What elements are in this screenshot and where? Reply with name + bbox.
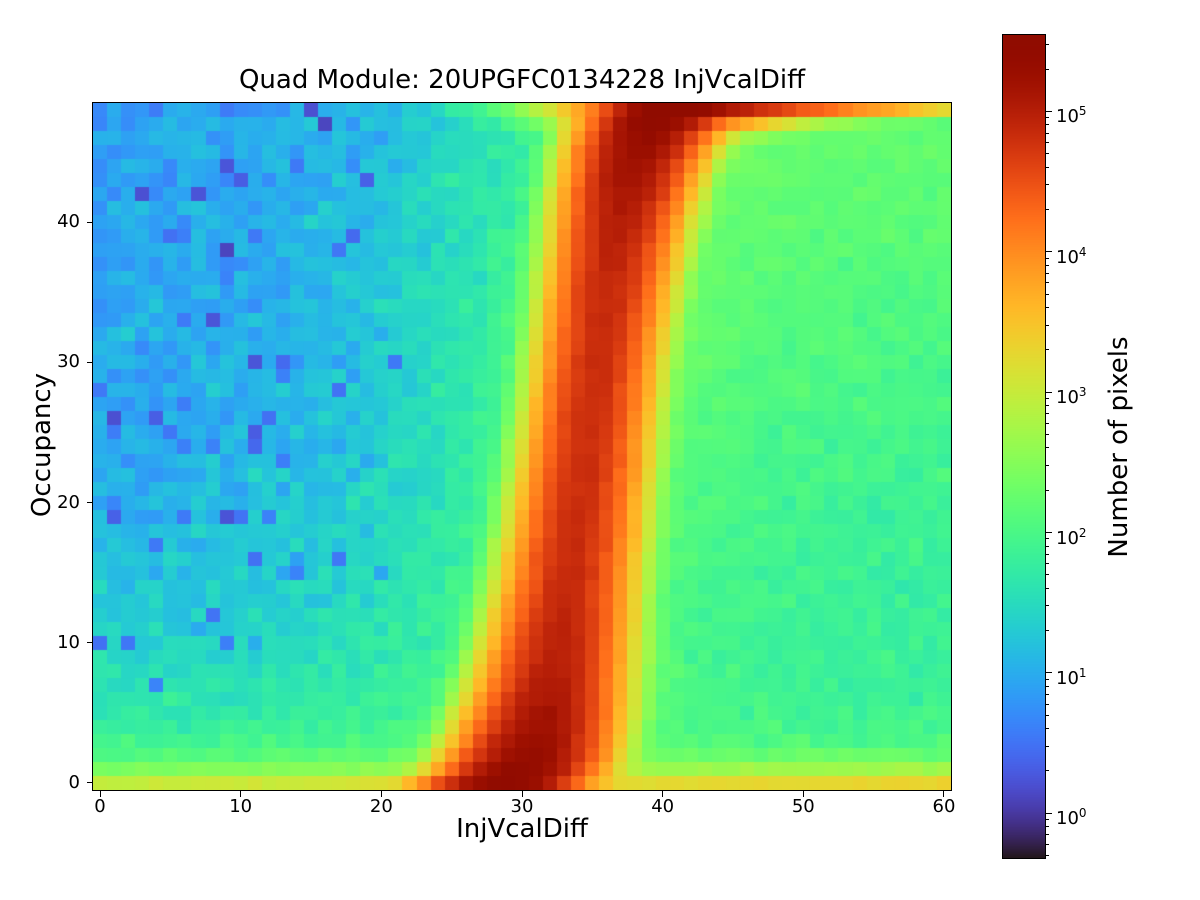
colorbar-minor-tick-mark [1046,574,1049,576]
colorbar-minor-tick-mark [1046,843,1049,845]
colorbar-minor-tick-mark [1046,257,1049,259]
colorbar-minor-tick-mark [1046,685,1049,687]
y-tick-label: 40 [57,211,80,233]
colorbar-minor-tick-mark [1046,117,1049,119]
colorbar-tick-mark [1046,110,1052,112]
colorbar-label: Number of pixels [1104,336,1134,558]
y-tick-mark [87,642,93,644]
colorbar-minor-tick-mark [1046,324,1049,326]
colorbar-minor-tick-mark [1046,728,1049,730]
colorbar-minor-tick-mark [1046,745,1049,747]
x-tick-mark [521,791,523,797]
colorbar-minor-tick-mark [1046,293,1049,295]
y-tick-mark [87,782,93,784]
colorbar-minor-tick-mark [1046,184,1049,186]
colorbar-tick-label: 101 [1056,665,1087,689]
colorbar-minor-tick-mark [1046,587,1049,589]
colorbar-tick-label: 102 [1056,525,1087,549]
plot-spines [92,102,952,791]
colorbar-tick-mark [1046,251,1052,253]
x-tick-label: 50 [791,796,815,817]
colorbar-minor-tick-mark [1046,166,1049,168]
colorbar-minor-tick-mark [1046,43,1049,45]
colorbar-minor-tick-mark [1046,142,1049,144]
colorbar-tick-mark [1046,672,1052,674]
y-tick-label: 20 [57,491,80,513]
x-tick-label: 20 [369,796,393,817]
colorbar-tick-mark [1046,812,1052,814]
colorbar-minor-tick-mark [1046,489,1049,491]
y-tick-mark [87,502,93,504]
colorbar-minor-tick-mark [1046,694,1049,696]
x-tick-mark [380,791,382,797]
colorbar-minor-tick-mark [1046,349,1049,351]
colorbar-minor-tick-mark [1046,553,1049,555]
colorbar-minor-tick-mark [1046,605,1049,607]
colorbar-canvas [1003,35,1045,858]
colorbar-minor-tick-mark [1046,678,1049,680]
colorbar-minor-tick-mark [1046,264,1049,266]
colorbar-minor-tick-mark [1046,422,1049,424]
colorbar-minor-tick-mark [1046,630,1049,632]
y-tick-label: 0 [68,771,80,793]
y-tick-mark [87,361,93,363]
colorbar-minor-tick-mark [1046,405,1049,407]
heatmap-canvas [93,103,951,790]
y-tick-label: 10 [57,631,80,653]
colorbar-minor-tick-mark [1046,770,1049,772]
colorbar-minor-tick-mark [1046,307,1049,309]
colorbar-minor-tick-mark [1046,208,1049,210]
colorbar-minor-tick-mark [1046,68,1049,70]
colorbar-minor-tick-mark [1046,819,1049,821]
colorbar-minor-tick-mark [1046,132,1049,134]
colorbar-tick-mark [1046,391,1052,393]
x-tick-label: 40 [651,796,675,817]
colorbar-tick-label: 100 [1056,806,1087,830]
colorbar-minor-tick-mark [1046,855,1049,856]
colorbar-minor-tick-mark [1046,272,1049,274]
x-tick-mark [802,791,804,797]
colorbar-minor-tick-mark [1046,282,1049,284]
x-tick-label: 10 [229,796,253,817]
x-axis-label: InjVcalDiff [456,814,588,844]
colorbar-minor-tick-mark [1046,826,1049,828]
colorbar-minor-tick-mark [1046,447,1049,449]
colorbar-spines [1002,34,1046,859]
colorbar-minor-tick-mark [1046,124,1049,126]
colorbar-minor-tick-mark [1046,834,1049,836]
colorbar-minor-tick-mark [1046,538,1049,540]
colorbar-minor-tick-mark [1046,433,1049,435]
x-tick-mark [99,791,101,797]
colorbar-minor-tick-mark [1046,413,1049,415]
y-tick-mark [87,221,93,223]
colorbar-minor-tick-mark [1046,398,1049,400]
y-tick-label: 30 [57,351,80,373]
x-tick-label: 0 [94,796,106,817]
x-tick-label: 60 [932,796,956,817]
colorbar-minor-tick-mark [1046,714,1049,716]
colorbar-tick-label: 104 [1056,244,1087,268]
colorbar-tick-mark [1046,532,1052,533]
colorbar-minor-tick-mark [1046,563,1049,565]
x-tick-mark [662,791,664,797]
chart-title: Quad Module: 20UPGFC0134228 InjVcalDiff [238,65,806,95]
x-tick-label: 30 [510,796,534,817]
x-tick-mark [943,791,945,797]
colorbar-tick-label: 105 [1056,104,1087,128]
colorbar-minor-tick-mark [1046,545,1049,547]
y-axis-label: Occupancy [27,372,57,518]
colorbar-tick-label: 103 [1056,385,1087,409]
colorbar-minor-tick-mark [1046,703,1049,705]
x-tick-mark [240,791,242,797]
colorbar-minor-tick-mark [1046,153,1049,155]
colorbar-minor-tick-mark [1046,465,1049,467]
